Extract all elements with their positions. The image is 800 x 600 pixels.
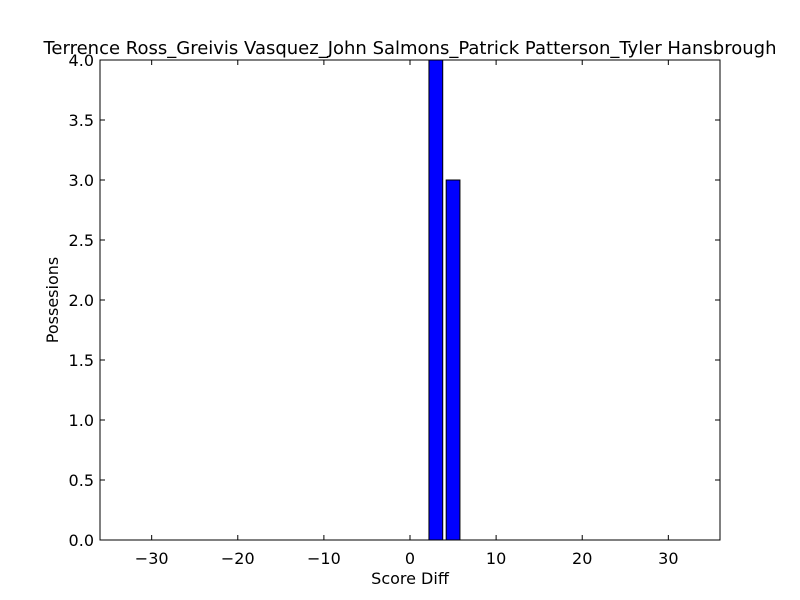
chart-title: Terrence Ross_Greivis Vasquez_John Salmo…	[43, 38, 777, 59]
x-tick-label: −10	[307, 549, 341, 568]
plot-frame	[99, 59, 721, 541]
x-axis-label: Score Diff	[371, 569, 450, 588]
x-tick-label: 20	[572, 549, 592, 568]
x-axis: −30 −20 −10 0 10 20 30	[135, 60, 679, 568]
y-tick-label: 2.5	[69, 231, 94, 250]
y-tick-label: 0.0	[69, 531, 94, 550]
bar-1	[445, 179, 461, 541]
y-tick-label: 3.5	[69, 111, 94, 130]
y-tick-label: 3.0	[69, 171, 94, 190]
y-tick-label: 4.0	[69, 51, 94, 70]
y-axis-label: Possesions	[43, 257, 62, 343]
y-tick-label: 0.5	[69, 471, 94, 490]
x-tick-label: −20	[221, 549, 255, 568]
y-tick-label: 2.0	[69, 291, 94, 310]
y-tick-label: 1.5	[69, 351, 94, 370]
y-axis: 0.0 0.5 1.0 1.5 2.0 2.5 3.0 3.5 4.0	[69, 51, 720, 550]
y-tick-label: 1.0	[69, 411, 94, 430]
bar-0	[428, 59, 444, 541]
x-tick-label: 0	[405, 549, 415, 568]
x-tick-label: 30	[658, 549, 678, 568]
plot-area	[100, 59, 720, 541]
x-tick-label: 10	[486, 549, 506, 568]
x-tick-label: −30	[135, 549, 169, 568]
